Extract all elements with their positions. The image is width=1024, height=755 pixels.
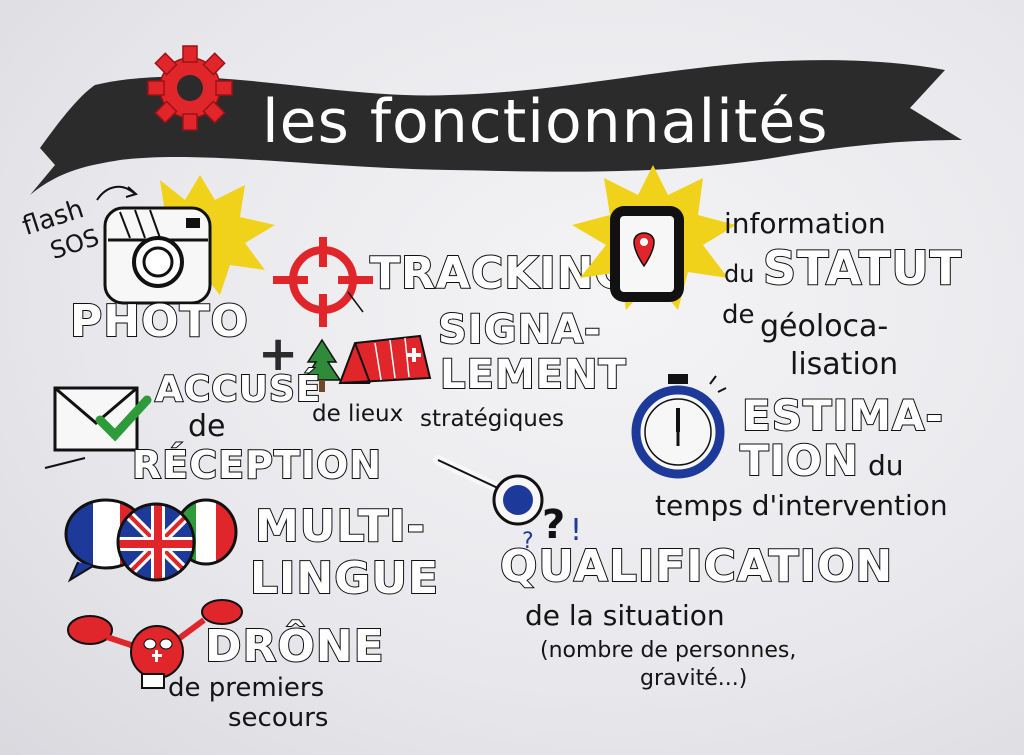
banner-ribbon [30,60,962,195]
photo-label: PHOTO [69,296,249,347]
statut-line5: géoloca- [760,309,889,344]
signalement-sub-left: de lieux [312,401,404,427]
signalement-sub-right: stratégiques [420,406,565,432]
flags-speech-bubbles-icon [64,498,238,583]
phone-geolocation-icon [610,206,684,302]
tree-icon [302,338,342,392]
signalement-line1: SIGNA- [437,307,602,353]
accuse-line3: RÉCEPTION [131,443,383,487]
svg-text:!: ! [570,513,582,548]
statut-line2: du [724,260,755,288]
estimation-line3: temps d'intervention [655,489,948,522]
estimation-line2-du: du [868,449,904,482]
statut-line1: information [724,207,886,240]
multilingue-line1: MULTI- [254,501,426,552]
accuse-line2: de [188,409,226,444]
svg-text:?: ? [542,502,565,548]
multilingue-line2: LINGUE [249,553,440,604]
drone-sub2: secours [228,703,329,733]
svg-text:?: ? [522,529,534,554]
banner-title: les fonctionnalités [262,87,829,157]
drone-label: DRÔNE [204,621,385,672]
estimation-line2: TION [739,436,860,485]
statut-line4: de [722,300,755,330]
qualification-sub1: de la situation [525,599,725,632]
drone-sub1: de premiers [168,673,325,703]
camera-icon [103,206,212,305]
arrow-icon [96,185,139,201]
qualification-sub3: gravité...) [640,666,748,691]
checkmark-icon [95,395,152,442]
drone-icon [67,599,243,689]
statut-line6: lisation [790,347,899,382]
tent-icon [338,334,432,385]
stopwatch-icon [631,374,727,479]
crosshair-icon [273,237,373,327]
magnifier-question-icon: ? ? ! [433,455,582,554]
accuse-line1: ACCUSÉ [154,369,322,410]
signalement-line2: LEMENT [439,352,627,398]
estimation-line1: ESTIMA- [741,391,944,440]
statut-line3: STATUT [762,241,963,295]
plus-sign: + [258,326,299,382]
gear-icon [147,45,233,131]
qualification-sub2: (nombre de personnes, [540,638,797,663]
qualification-label: QUALIFICATION [499,541,894,592]
